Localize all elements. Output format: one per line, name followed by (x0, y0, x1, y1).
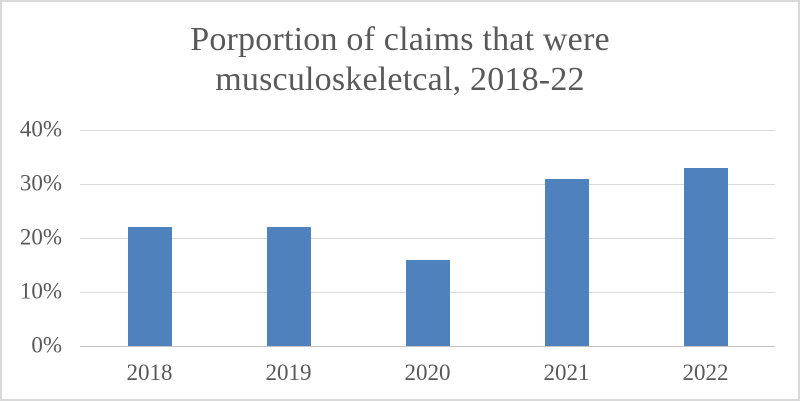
y-axis-label-40: 40% (19, 116, 62, 142)
y-axis-label-20: 20% (19, 224, 62, 250)
bar-2022 (683, 167, 728, 346)
y-axis-label-30: 30% (19, 170, 62, 196)
x-axis-label-2022: 2022 (682, 360, 729, 385)
gridline-30 (80, 184, 775, 185)
bar-2021 (544, 178, 589, 346)
gridline-40 (80, 130, 775, 131)
x-axis-label-2019: 2019 (265, 360, 312, 385)
gridline-20 (80, 238, 775, 239)
bar-2019 (266, 227, 311, 346)
y-axis-label-10: 10% (19, 278, 62, 304)
y-axis-label-0: 0% (31, 332, 62, 358)
chart-title-line-2: musculoskeletcal, 2018-22 (215, 61, 585, 98)
x-axis-line (80, 346, 775, 347)
plot-area (80, 130, 775, 347)
bar-2018 (127, 227, 172, 346)
bar-2020 (405, 259, 450, 346)
x-axis-label-2018: 2018 (126, 360, 173, 385)
x-axis-label-2021: 2021 (543, 360, 590, 385)
chart-title: Porportion of claims that were musculosk… (2, 20, 798, 100)
chart-title-line-1: Porportion of claims that were (190, 21, 610, 58)
x-axis-label-2020: 2020 (404, 360, 451, 385)
